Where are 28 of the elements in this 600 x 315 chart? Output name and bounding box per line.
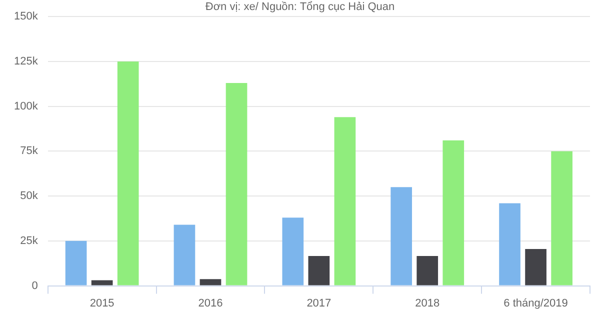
y-tick-label: 0 (32, 280, 38, 292)
x-tick-label: 2015 (90, 297, 114, 310)
bar (334, 117, 356, 286)
bar (551, 151, 572, 286)
y-tick-label: 25k (20, 234, 38, 247)
bar (525, 249, 546, 286)
bar (174, 224, 196, 286)
y-tick-label: 75k (20, 145, 38, 158)
x-tick-label: 2016 (198, 297, 223, 310)
bar (442, 140, 464, 286)
bar (117, 61, 139, 286)
bar (91, 280, 113, 286)
bar (200, 279, 222, 286)
bar (65, 240, 87, 286)
chart-subtitle: Đơn vị: xe/ Nguồn: Tổng cục Hải Quan (205, 1, 395, 13)
bar (226, 83, 248, 286)
bar (416, 256, 438, 286)
y-tick-label: 100k (14, 100, 38, 112)
y-tick-label: 150k (14, 10, 38, 23)
x-tick-label: 2018 (415, 297, 440, 310)
y-tick-label: 50k (20, 190, 38, 202)
bar (282, 218, 304, 286)
bar (390, 187, 412, 286)
x-tick-label: 6 tháng/2019 (504, 297, 568, 310)
x-tick-label: 2017 (306, 297, 332, 310)
y-tick-label: 125k (14, 56, 38, 68)
bar (499, 203, 520, 286)
bar (308, 256, 330, 286)
